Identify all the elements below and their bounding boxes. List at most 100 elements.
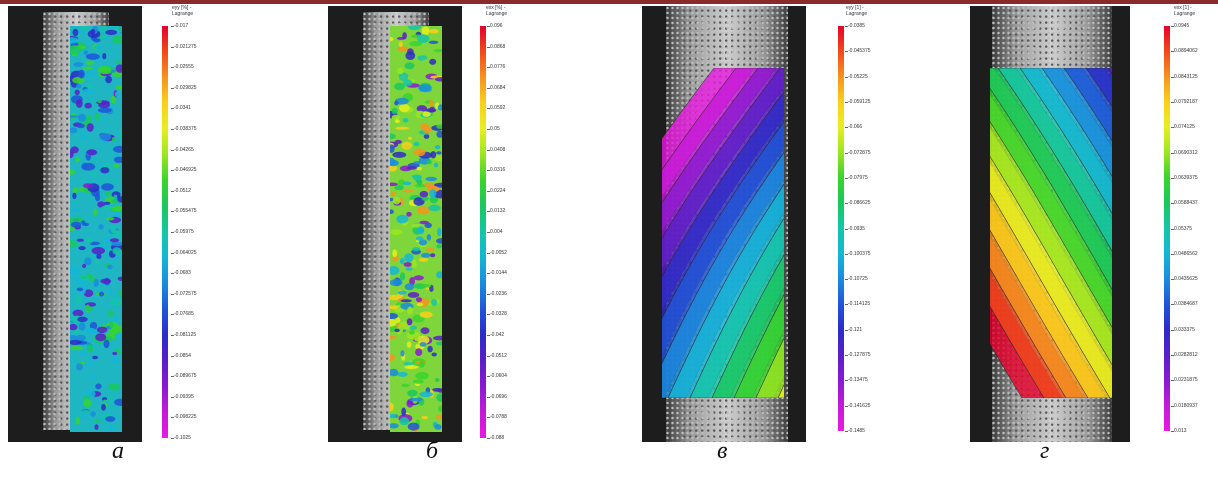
strain-blob <box>407 389 418 397</box>
colorbar-label: 0.096 <box>490 23 503 29</box>
colorbar-label: -0.07685 <box>174 311 194 318</box>
colorbar-tick <box>487 232 490 233</box>
strain-blob <box>401 407 407 416</box>
strain-blob <box>435 378 440 382</box>
strain-blob <box>390 37 394 42</box>
strain-blob <box>423 134 430 139</box>
strain-blob <box>91 247 105 255</box>
strain-blob <box>415 236 424 241</box>
strain-blob <box>392 255 399 262</box>
colorbar-label: 0.004 <box>490 229 503 235</box>
colorbar-tick <box>845 177 848 179</box>
strain-blob <box>431 352 437 357</box>
strain-blob <box>96 253 102 259</box>
strain-blob <box>421 196 429 202</box>
strain-blob <box>110 225 116 234</box>
strain-blob <box>78 246 86 251</box>
strain-blob <box>433 162 439 168</box>
strain-blob <box>433 335 442 341</box>
strain-blob <box>111 241 122 247</box>
strain-blob <box>394 185 404 191</box>
colorbar-tick <box>845 304 848 306</box>
strain-blob <box>409 330 415 335</box>
strain-blob <box>70 150 74 159</box>
strain-blob <box>115 91 121 98</box>
colorbar-tick <box>1171 26 1174 27</box>
colorbar-label: 0.05 <box>490 126 500 132</box>
caption-g: г <box>1040 438 1050 464</box>
strain-blob <box>86 53 100 60</box>
colorbar-label: -0.081125 <box>174 332 197 338</box>
colorbar-tick <box>171 335 174 336</box>
strain-blob <box>70 208 82 212</box>
strain-blob <box>418 84 432 92</box>
colorbar-label: 0.0132 <box>490 208 506 215</box>
strain-blob <box>436 238 442 244</box>
strain-blob <box>70 37 79 44</box>
strain-band <box>662 68 777 232</box>
strain-blob <box>409 325 417 330</box>
colorbar-tick <box>171 396 174 398</box>
strain-blob <box>70 345 83 351</box>
strain-blob <box>397 67 404 75</box>
colorbar-label: 0.0384687 <box>1174 301 1198 308</box>
strain-blob <box>93 208 98 216</box>
strain-blob <box>390 165 398 172</box>
strain-blob <box>112 35 122 45</box>
colorbar-label: 0.0945 <box>1174 23 1190 29</box>
strain-blob <box>419 311 433 318</box>
strain-blob <box>70 217 74 224</box>
strain-blob <box>79 410 91 414</box>
caption-b: б <box>426 438 439 464</box>
colorbar-tick <box>1171 253 1174 255</box>
colorbar-label: -0.13475 <box>848 377 868 384</box>
strain-blob <box>83 399 92 408</box>
strain-blob <box>114 325 122 333</box>
colorbar-title: exx [%] - Lagrange <box>486 5 508 17</box>
colorbar-title: eyy [%] - Lagrange <box>172 5 194 17</box>
strain-blob <box>437 104 442 111</box>
colorbar-label: 0.013 <box>1174 428 1187 434</box>
strain-blob <box>97 66 112 75</box>
strain-blob <box>108 425 114 432</box>
strain-blob <box>425 248 435 252</box>
colorbar-label: 0.0843125 <box>1174 73 1198 80</box>
colorbar-label: -0.0385 <box>848 23 865 29</box>
strain-blob <box>86 69 97 77</box>
colorbar-label: -0.0236 <box>490 290 507 297</box>
strain-blob <box>92 355 99 360</box>
strain-blob <box>78 322 86 331</box>
strain-blob <box>103 339 110 349</box>
strain-band <box>990 274 1063 398</box>
strain-blob <box>397 179 406 186</box>
strain-blob <box>114 398 122 406</box>
strain-blob <box>98 224 104 230</box>
strain-blob <box>112 247 122 255</box>
strain-blob <box>436 271 442 279</box>
strain-blob <box>84 327 97 334</box>
colorbar-tick <box>171 355 174 357</box>
strain-blob <box>392 196 401 205</box>
strain-blob <box>407 136 413 140</box>
strain-blob <box>390 313 398 319</box>
strain-blob <box>70 127 78 134</box>
strain-blob <box>101 183 114 191</box>
colorbar-label: -0.017 <box>174 23 189 29</box>
strain-blob <box>115 85 122 90</box>
strain-blob <box>431 299 438 306</box>
colorbar-tick <box>1171 228 1174 230</box>
strain-blob <box>82 222 90 227</box>
strain-blob <box>419 220 429 225</box>
strain-blob <box>75 84 82 89</box>
colorbar-tick <box>171 293 174 295</box>
specimen-photo <box>970 6 1130 442</box>
strain-blob <box>415 372 429 380</box>
strain-blob <box>405 51 416 60</box>
strain-blob <box>417 335 430 345</box>
strain-blob <box>438 405 442 412</box>
colorbar-label: -0.0696 <box>490 393 507 400</box>
colorbar-tick <box>1171 177 1174 179</box>
strain-band <box>755 337 784 398</box>
strain-blob <box>93 278 99 287</box>
strain-blob <box>390 294 400 301</box>
